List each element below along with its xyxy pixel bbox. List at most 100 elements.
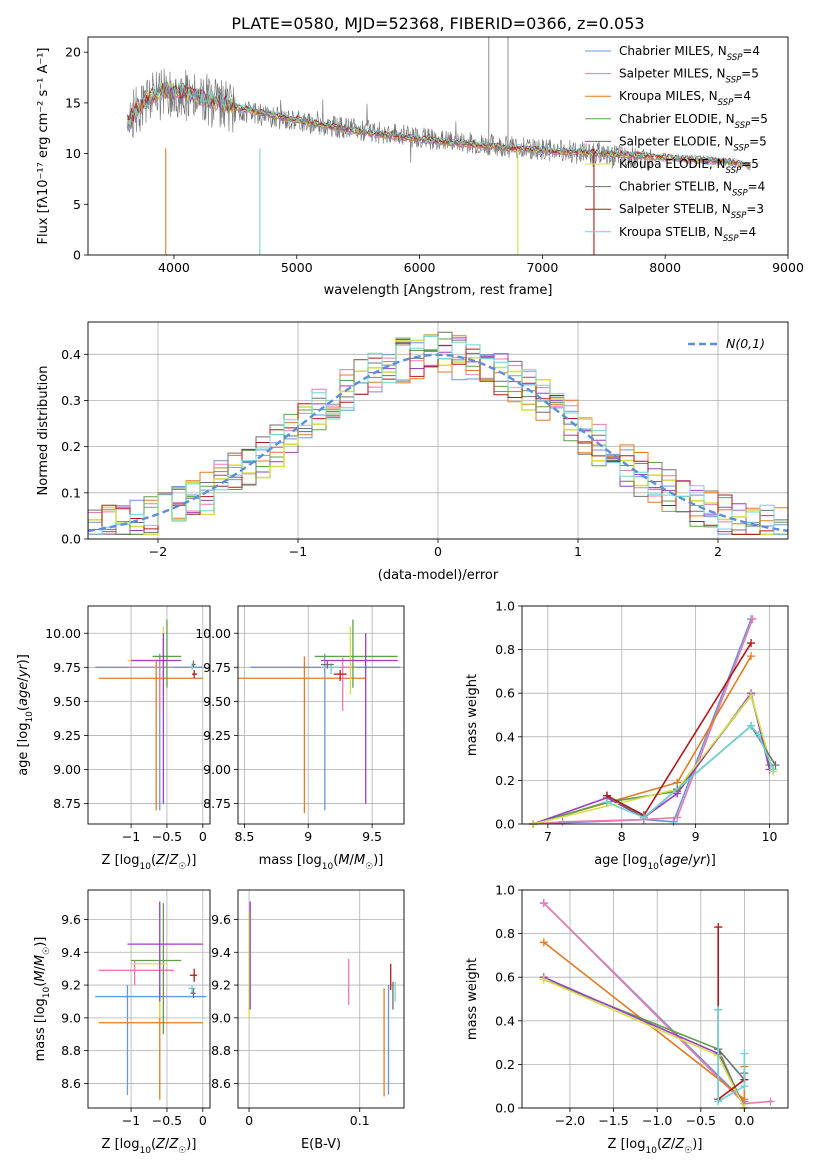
spectrum-xtick-label: 4000 [158, 260, 190, 275]
weight-vs-z-ytick-label: 0.6 [495, 970, 515, 985]
data-layer [88, 37, 788, 1112]
age-vs-z-xtick-label: 0 [199, 829, 207, 844]
mass-vs-z-xlabel-part: ☉ [178, 1146, 186, 1156]
weight-vs-z-ytick-label: 0.0 [495, 1101, 515, 1116]
residual-xtick-label: −2 [149, 544, 167, 559]
mass-ylabel-part: ( [33, 982, 48, 987]
weight-vs-z-xlabel-part: Z [log [608, 1137, 646, 1152]
weight-vs-age-xlabel-part: 10 [647, 862, 659, 872]
weight-vs-age-marker [558, 817, 567, 826]
spectrum-legend-label-part: SSP [735, 121, 751, 131]
mass-vs-z-frame [87, 889, 211, 1109]
residual-plot [88, 331, 788, 536]
weight-vs-z-xlabel: Z [log10(Z/Z☉)] [608, 1137, 703, 1156]
age-vs-mass-xlabel-part: mass [log [259, 853, 322, 868]
mass-vs-ebv-ytick-label: 8.8 [211, 1043, 231, 1058]
age-vs-mass-xtick-label: 9.5 [362, 829, 382, 844]
age-vs-z-xlabel-part: / [165, 853, 170, 868]
weight-vs-age-marker [747, 691, 756, 700]
residual-ytick-label: 0.3 [61, 393, 81, 408]
mass-vs-ebv-xtick-label: 0.1 [350, 1113, 370, 1128]
weight-vs-age-marker [771, 761, 780, 770]
age-vs-z-xlabel-part: ( [151, 853, 156, 868]
spectrum-legend-label-part: SSP [718, 98, 734, 108]
spectrum-model-kroupa-stelib [126, 82, 751, 166]
age-vs-z-xlabel-part: Z [155, 853, 166, 868]
spectrum-legend-label-part: Salpeter MILES, N [619, 67, 726, 81]
age-ylabel-part: age [16, 682, 31, 706]
age-vs-mass-ytick-label: 9.75 [203, 660, 231, 675]
spectrum-legend-label: Kroupa STELIB, NSSP=4 [619, 225, 756, 244]
spectrum-legend-label-part: Chabrier STELIB, N [619, 180, 732, 194]
mass-ylabel-part: M [33, 970, 48, 981]
spectrum-legend-label-part: Salpeter STELIB, N [619, 202, 731, 216]
weight-vs-z-ytick-label: 0.8 [495, 926, 515, 941]
spectrum-legend-label-part: =5 [741, 67, 759, 81]
mass-vs-ebv-frame [237, 889, 405, 1109]
spectrum-xtick-label: 6000 [404, 260, 436, 275]
mass-vs-z-xlabel-part: Z [log [102, 1137, 140, 1152]
weight-vs-age-marker [769, 765, 778, 774]
weight-vs-age-marker [747, 721, 756, 730]
age-ylabel-part: ( [16, 706, 31, 711]
weight-vs-z-xtick-label: −0.5 [686, 1113, 716, 1128]
weight-vs-z-xlabel-part: / [671, 1137, 676, 1152]
age-vs-mass-ytick-label: 9.00 [203, 762, 231, 777]
age-vs-mass-xlabel-part: M [338, 853, 349, 868]
age-vs-z-ytick-label: 9.50 [53, 694, 81, 709]
weight-vs-z-marker [766, 1097, 775, 1106]
spectrum-xlabel: wavelength [Angstrom, rest frame] [324, 283, 553, 298]
age-vs-z-ytick-label: 9.00 [53, 762, 81, 777]
weight-vs-age-xtick-label: 7 [544, 829, 552, 844]
spectrum-legend-label-part: SSP [727, 53, 743, 63]
weight-vs-age-frame [521, 605, 789, 825]
spectrum-legend-label-part: Kroupa MILES, N [619, 89, 718, 103]
mass-vs-z-xlabel-part: ( [151, 1137, 156, 1152]
mass-vs-z-xlabel-part: )] [186, 1137, 196, 1152]
weight-vs-z-marker [740, 1082, 749, 1091]
age-vs-mass-xtick-label: 9 [304, 829, 312, 844]
mass-vs-z-ytick-label: 9.6 [61, 912, 81, 927]
weight-vs-age-ytick-label: 0.6 [495, 686, 515, 701]
weight-vs-z-marker [539, 899, 548, 908]
spectrum-legend-label-part: Salpeter ELODIE, N [619, 134, 733, 148]
weight-vs-age-line-kroupa-elodie [532, 693, 774, 825]
residual-ytick-label: 0.1 [61, 485, 81, 500]
age-vs-z-xlabel-part: Z [log [102, 853, 140, 868]
residual-ylabel: Normed distribution [36, 366, 51, 496]
mass-vs-z-xtick-label: −1 [122, 1113, 140, 1128]
weight-vs-age-xlabel-part: age [664, 853, 688, 868]
spectrum-legend-label: Salpeter STELIB, NSSP=3 [619, 202, 764, 221]
age-vs-z-xlabel: Z [log10(Z/Z☉)] [102, 853, 197, 872]
weight-vs-age-marker [673, 813, 682, 822]
residual-xtick-label: 1 [574, 544, 582, 559]
residual-histogram-salpeter-stelib [88, 343, 788, 535]
weight-vs-z-marker [539, 975, 548, 984]
weight-vs-age-ylabel: mass weight [465, 674, 480, 756]
weight-vs-age-marker [748, 615, 757, 624]
spectrum-legend-label-part: =5 [749, 134, 767, 148]
spectrum-legend-label-part: SSP [733, 143, 749, 153]
weight-vs-z-xtick-label: −1.5 [598, 1113, 628, 1128]
spectrum-ytick-label: 10 [65, 146, 81, 161]
spectrum-legend-label: Kroupa MILES, NSSP=4 [619, 89, 751, 108]
age-ylabel: age [log10(age/yr)] [16, 654, 35, 776]
mass-vs-z-xtick-label: 0 [199, 1113, 207, 1128]
mass-vs-z-ytick-label: 9.0 [61, 1010, 81, 1025]
age-ylabel-part: age [log [16, 723, 31, 776]
weight-vs-z-ytick-label: 0.4 [495, 1013, 515, 1028]
weight-vs-z-marker [740, 1049, 749, 1058]
weight-vs-z-ylabel: mass weight [465, 958, 480, 1040]
spectrum-legend-label: Chabrier ELODIE, NSSP=5 [619, 112, 768, 131]
weight-vs-z-line-kroupa-stelib [717, 1009, 746, 1103]
mass-vs-z-xlabel-part: Z [168, 1137, 179, 1152]
mass-vs-z-xlabel-part: / [165, 1137, 170, 1152]
mass-vs-z-xtick-label: −0.5 [152, 1113, 182, 1128]
weight-vs-age-marker [747, 639, 756, 648]
age-vs-mass-xlabel-part: ( [333, 853, 338, 868]
mass-vs-ebv-xtick-label: 0 [245, 1113, 253, 1128]
residual-xtick-label: 2 [714, 544, 722, 559]
weight-vs-age-xlabel: age [log10(age/yr)] [594, 853, 716, 872]
